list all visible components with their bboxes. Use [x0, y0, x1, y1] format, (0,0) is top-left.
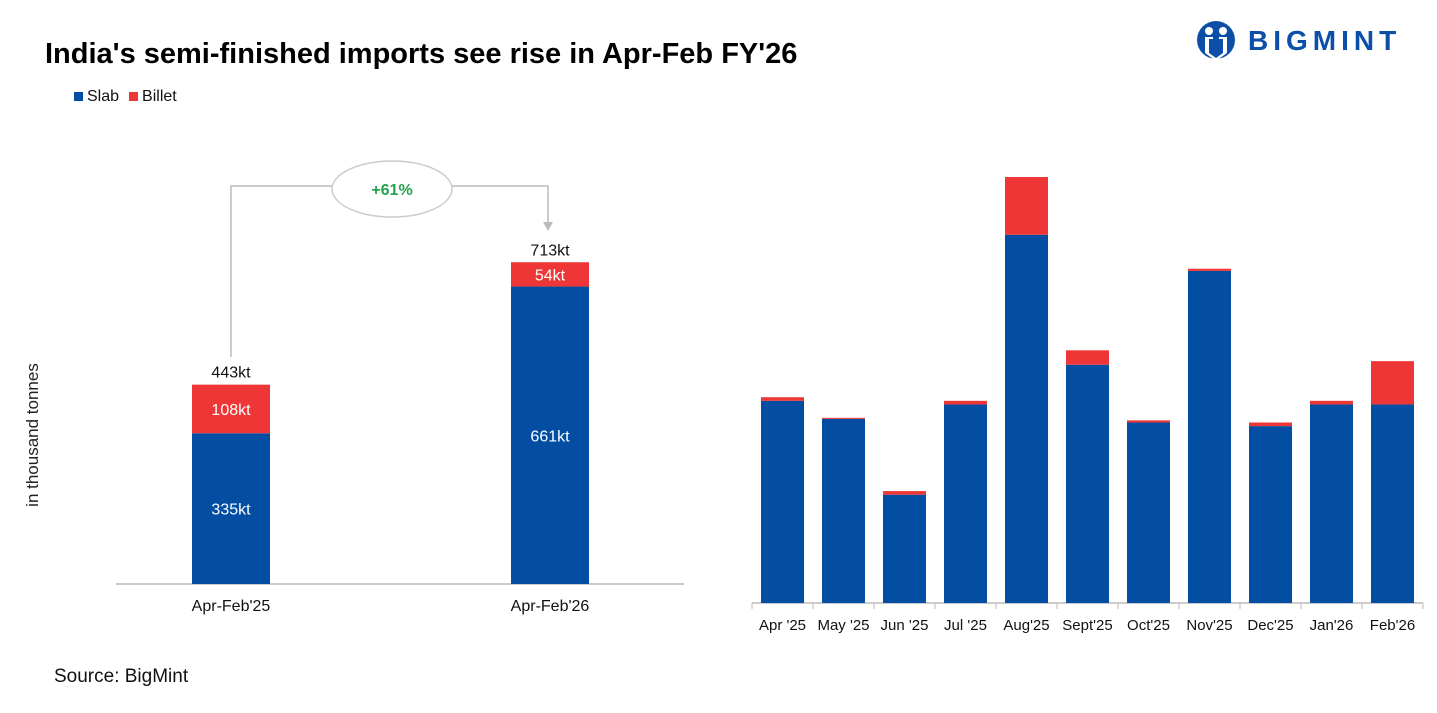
bar-billet-month-2 [883, 491, 926, 495]
x-tick-label-month-5: Sept'25 [1062, 617, 1112, 634]
bar-billet-month-9 [1310, 400, 1353, 405]
bar-slab-month-10 [1371, 404, 1414, 603]
x-tick-label-month-7: Nov'25 [1186, 617, 1232, 634]
bar-slab-1 [511, 286, 589, 584]
bar-billet-month-10 [1371, 361, 1414, 405]
legend-label-slab: Slab [87, 88, 120, 105]
x-tick-label-0: Apr-Feb'25 [192, 598, 271, 615]
legend-swatch-slab [74, 92, 83, 101]
bar-billet-month-0 [761, 397, 804, 401]
bar-slab-month-5 [1066, 364, 1109, 603]
data-label-slab-0: 335kt [211, 502, 251, 519]
legend-item-slab: Slab [74, 88, 119, 106]
bar-billet-month-3 [944, 400, 987, 405]
bar-slab-month-4 [1005, 234, 1048, 603]
x-tick-label-month-1: May '25 [817, 617, 869, 634]
x-tick-label-month-2: Jun '25 [881, 617, 929, 634]
total-label-1: 713kt [530, 242, 570, 259]
bigmint-logo-text: BIGMINT [1248, 25, 1402, 56]
x-tick-label-month-8: Dec'25 [1247, 617, 1293, 634]
x-tick-label-month-0: Apr '25 [759, 617, 806, 634]
x-tick-label-1: Apr-Feb'26 [511, 598, 590, 615]
source-note: Source: BigMint [54, 666, 189, 687]
x-tick-label-month-9: Jan'26 [1310, 617, 1354, 634]
growth-label: +61% [371, 182, 412, 199]
bar-billet-month-7 [1188, 268, 1231, 271]
data-label-slab-1: 661kt [530, 428, 570, 445]
bar-slab-month-6 [1127, 422, 1170, 603]
total-label-0: 443kt [211, 365, 251, 382]
x-tick-label-month-6: Oct'25 [1127, 617, 1170, 634]
bar-slab-month-1 [822, 418, 865, 603]
growth-bubble [331, 160, 453, 218]
x-tick-label-month-4: Aug'25 [1003, 617, 1049, 634]
bar-slab-month-9 [1310, 404, 1353, 603]
bar-billet-month-5 [1066, 350, 1109, 365]
legend: Slab Billet [74, 88, 177, 106]
bar-slab-month-3 [944, 404, 987, 603]
bar-billet-1 [511, 262, 589, 287]
bar-slab-month-0 [761, 400, 804, 603]
bar-slab-month-8 [1249, 426, 1292, 603]
bar-billet-month-8 [1249, 422, 1292, 427]
legend-label-billet: Billet [142, 88, 177, 105]
bigmint-logo-icon [1197, 21, 1235, 61]
bar-slab-month-7 [1188, 270, 1231, 603]
bar-slab-month-2 [883, 494, 926, 603]
bar-billet-month-6 [1127, 420, 1170, 423]
legend-swatch-billet [129, 92, 139, 101]
data-label-billet-0: 108kt [211, 402, 251, 419]
bar-billet-0 [192, 384, 270, 434]
arrow-head-icon [543, 222, 553, 231]
data-label-billet-1: 54kt [535, 267, 566, 284]
legend-item-billet: Billet [129, 88, 177, 106]
bar-slab-0 [192, 433, 270, 584]
x-tick-label-month-3: Jul '25 [944, 617, 987, 634]
x-tick-label-month-10: Feb'26 [1370, 617, 1415, 634]
chart-title: India's semi-finished imports see rise i… [45, 38, 798, 70]
bar-billet-month-4 [1005, 177, 1048, 235]
bar-billet-month-1 [822, 417, 865, 419]
bigmint-logo: BIGMINT [1196, 20, 1401, 62]
